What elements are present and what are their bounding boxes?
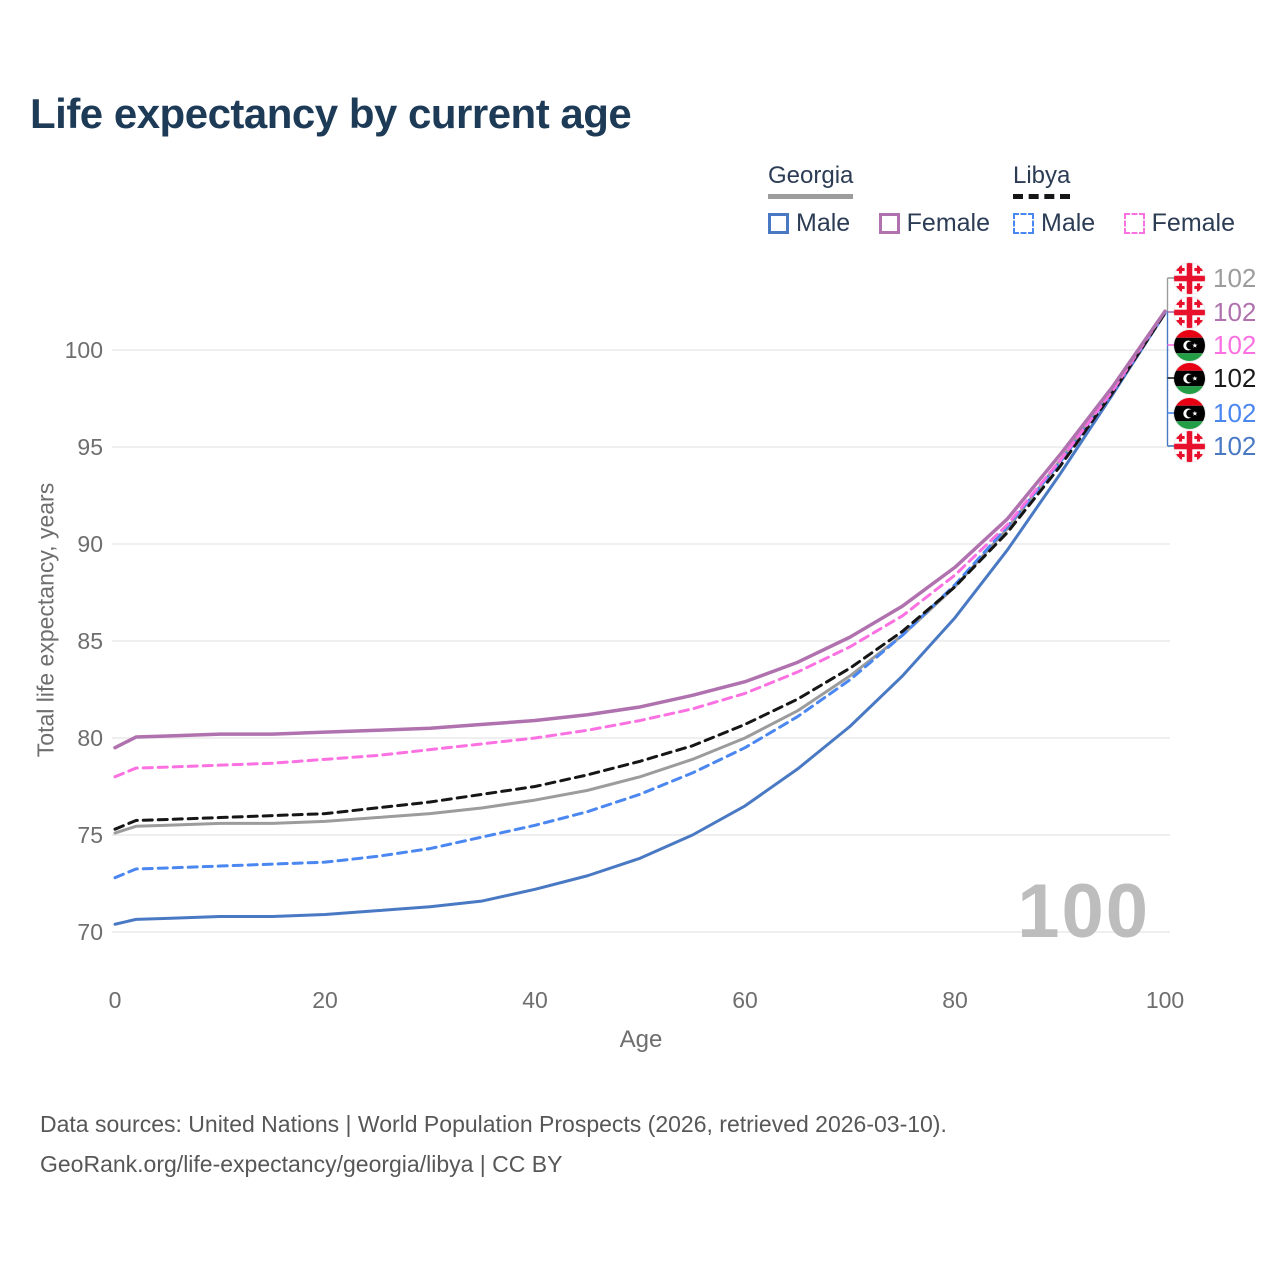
y-tick-80: 80 bbox=[77, 725, 103, 751]
legend-swatch-libya-female-icon bbox=[1123, 213, 1145, 234]
legend-swatch-georgia-female-icon bbox=[878, 213, 900, 234]
end-label-row-georgia-male: 102 bbox=[1174, 430, 1257, 462]
end-label-row-libya-male: 102 bbox=[1174, 397, 1257, 429]
legend-label-georgia-male: Male bbox=[796, 209, 851, 237]
end-label-row-georgia-female: 102 bbox=[1174, 296, 1257, 328]
x-axis-title: Age bbox=[619, 1026, 663, 1053]
y-tick-90: 90 bbox=[77, 531, 103, 557]
line-libya-female bbox=[113, 309, 1167, 779]
end-label-value: 102 bbox=[1213, 430, 1257, 461]
legend-group-georgia: Georgia Male Female bbox=[768, 162, 1014, 238]
legend-country-georgia: Georgia bbox=[768, 162, 854, 199]
x-tick-60: 60 bbox=[732, 987, 758, 1013]
y-tick-85: 85 bbox=[77, 628, 103, 654]
x-tick-40: 40 bbox=[522, 987, 548, 1013]
end-label-row-libya-all: 102 bbox=[1174, 362, 1257, 394]
legend-item-georgia-female: Female bbox=[878, 209, 991, 238]
y-tick-75: 75 bbox=[77, 822, 103, 848]
watermark-text: 100 bbox=[1017, 869, 1150, 954]
footer-sources: Data sources: United Nations | World Pop… bbox=[40, 1111, 947, 1137]
legend-label-libya-female: Female bbox=[1151, 209, 1236, 237]
y-axis-title: Total life expectancy, years bbox=[32, 482, 59, 758]
line-libya-all bbox=[113, 311, 1167, 831]
x-tick-0: 0 bbox=[109, 987, 122, 1013]
footer: Data sources: United Nations | World Pop… bbox=[40, 1104, 947, 1184]
y-tick-70: 70 bbox=[77, 919, 103, 945]
line-georgia-male bbox=[113, 311, 1167, 926]
legend-group-libya: Libya Male Female bbox=[1013, 162, 1259, 238]
footer-link: GeoRank.org/life-expectancy/georgia/liby… bbox=[40, 1151, 563, 1177]
line-georgia-all bbox=[113, 309, 1167, 835]
legend-swatch-georgia-male-icon bbox=[768, 213, 789, 234]
libya-flag-icon bbox=[1174, 362, 1205, 394]
end-label-value: 102 bbox=[1213, 362, 1257, 393]
georgia-flag-icon bbox=[1174, 296, 1205, 328]
line-libya-male bbox=[113, 311, 1167, 880]
libya-flag-icon bbox=[1174, 397, 1205, 429]
end-label-row-libya-female: 102 bbox=[1174, 329, 1257, 361]
line-georgia-female bbox=[113, 309, 1167, 750]
end-label-value: 102 bbox=[1213, 296, 1257, 327]
page-title: Life expectancy by current age bbox=[30, 90, 632, 137]
y-tick-100: 100 bbox=[65, 337, 103, 363]
libya-flag-icon bbox=[1174, 329, 1205, 361]
y-tick-95: 95 bbox=[77, 434, 103, 460]
end-label-value: 102 bbox=[1213, 329, 1257, 360]
legend-swatch-libya-male-icon bbox=[1013, 213, 1034, 234]
legend-item-georgia-male: Male bbox=[768, 209, 850, 238]
end-label-value: 102 bbox=[1213, 262, 1257, 293]
x-tick-100: 100 bbox=[1146, 987, 1184, 1013]
legend-country-libya: Libya bbox=[1013, 162, 1071, 199]
end-label-value: 102 bbox=[1213, 397, 1257, 428]
x-tick-80: 80 bbox=[942, 987, 968, 1013]
end-label-row-georgia-all: 102 bbox=[1174, 262, 1257, 294]
legend-label-libya-male: Male bbox=[1041, 209, 1096, 237]
legend-item-libya-female: Female bbox=[1123, 209, 1236, 238]
georgia-flag-icon bbox=[1174, 262, 1205, 294]
legend-label-georgia-female: Female bbox=[906, 209, 991, 237]
georgia-flag-icon bbox=[1174, 430, 1205, 462]
legend-item-libya-male: Male bbox=[1013, 209, 1095, 238]
x-tick-20: 20 bbox=[312, 987, 338, 1013]
